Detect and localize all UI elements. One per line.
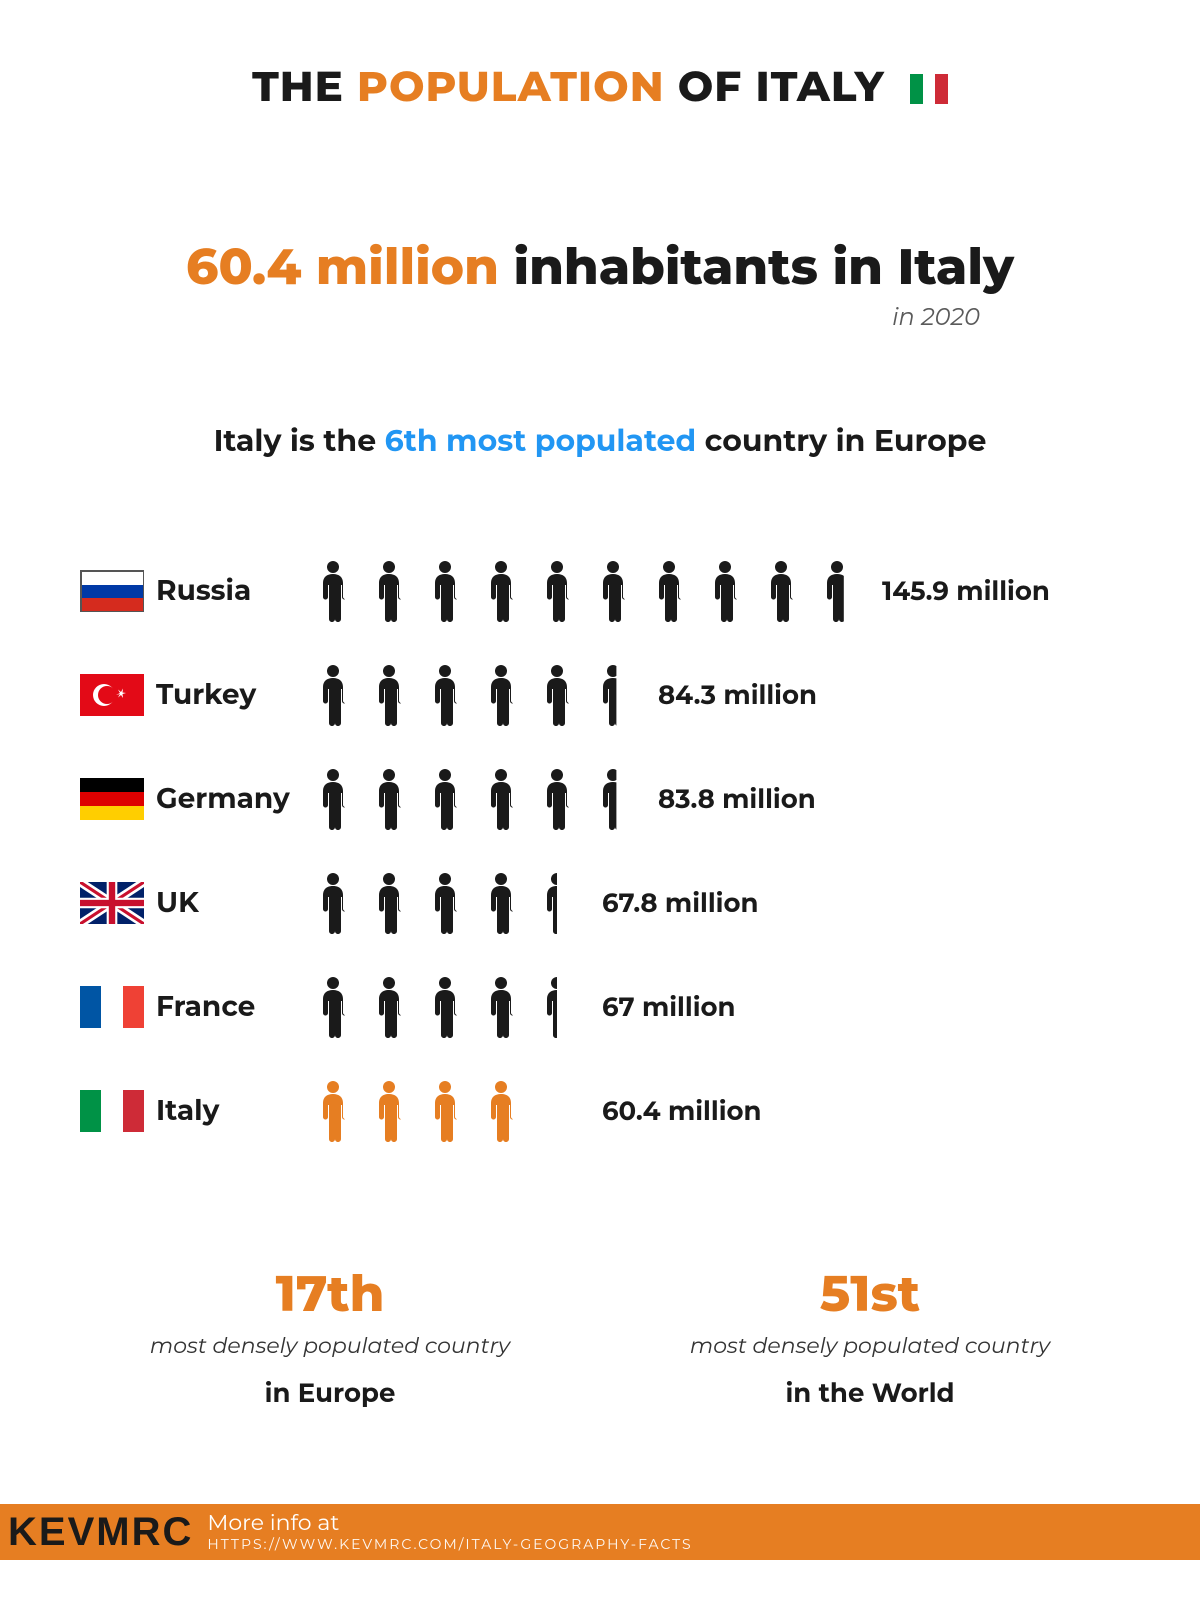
headline: 60.4 million inhabitants in Italy — [0, 236, 1200, 297]
country-row: Germany 8 — [80, 747, 1200, 851]
country-row: Italy 60.4 million — [80, 1059, 1200, 1163]
title-suffix: OF ITALY — [665, 60, 885, 112]
population-value: 83.8 million — [658, 783, 816, 815]
uk-flag-icon — [80, 882, 144, 924]
country-pictogram-list: Russia — [0, 539, 1200, 1163]
headline-rest: inhabitants in Italy — [499, 236, 1014, 297]
population-pictogram — [316, 872, 574, 934]
country-name: Germany — [156, 782, 316, 816]
country-name: France — [156, 990, 316, 1024]
footer-more-label: More info at — [207, 1511, 692, 1534]
germany-flag-icon — [80, 778, 144, 820]
density-rank: 17th — [60, 1263, 600, 1324]
footer-text: More info at HTTPS://WWW.KEVMRC.COM/ITAL… — [207, 1511, 692, 1552]
footer-bar: KEVMRC More info at HTTPS://WWW.KEVMRC.C… — [0, 1504, 1200, 1560]
population-pictogram — [316, 664, 630, 726]
country-name: UK — [156, 886, 316, 920]
subhead-highlight: 6th most populated — [385, 422, 697, 459]
population-pictogram — [316, 1080, 574, 1142]
density-rank: 51st — [600, 1263, 1140, 1324]
footer-brand: KEVMRC — [0, 1510, 207, 1555]
density-region: in Europe — [60, 1377, 600, 1409]
subhead-post: country in Europe — [696, 422, 986, 459]
country-name: Italy — [156, 1094, 316, 1128]
country-row: Russia — [80, 539, 1200, 643]
country-row: UK 67.8 million — [80, 851, 1200, 955]
density-region: in the World — [600, 1377, 1140, 1409]
turkey-flag-icon — [80, 674, 144, 716]
population-value: 67 million — [602, 991, 736, 1023]
population-value: 60.4 million — [602, 1095, 762, 1127]
density-desc: most densely populated country — [60, 1332, 600, 1359]
country-name: Russia — [156, 574, 316, 608]
population-pictogram — [316, 560, 854, 622]
country-name: Turkey — [156, 678, 316, 712]
population-value: 84.3 million — [658, 679, 817, 711]
country-row: Turkey 84 — [80, 643, 1200, 747]
density-stat: 17th most densely populated country in E… — [60, 1263, 600, 1409]
subhead-pre: Italy is the — [214, 422, 385, 459]
density-stat: 51st most densely populated country in t… — [600, 1263, 1140, 1409]
subheading: Italy is the 6th most populated country … — [0, 422, 1200, 459]
headline-number: 60.4 million — [186, 236, 499, 297]
population-value: 67.8 million — [602, 887, 759, 919]
italy-flag-icon — [80, 1090, 144, 1132]
france-flag-icon — [80, 986, 144, 1028]
page-title: THE POPULATION OF ITALY — [0, 0, 1200, 116]
population-pictogram — [316, 976, 574, 1038]
population-value: 145.9 million — [882, 575, 1050, 607]
population-pictogram — [316, 768, 630, 830]
country-row: France 67 million — [80, 955, 1200, 1059]
russia-flag-icon — [80, 570, 144, 612]
density-desc: most densely populated country — [600, 1332, 1140, 1359]
title-accent: POPULATION — [357, 60, 665, 112]
density-stats: 17th most densely populated country in E… — [0, 1263, 1200, 1409]
footer-url: HTTPS://WWW.KEVMRC.COM/ITALY-GEOGRAPHY-F… — [207, 1535, 692, 1553]
title-prefix: THE — [252, 60, 357, 112]
italy-flag-icon — [910, 60, 948, 112]
headline-year: in 2020 — [0, 303, 980, 332]
